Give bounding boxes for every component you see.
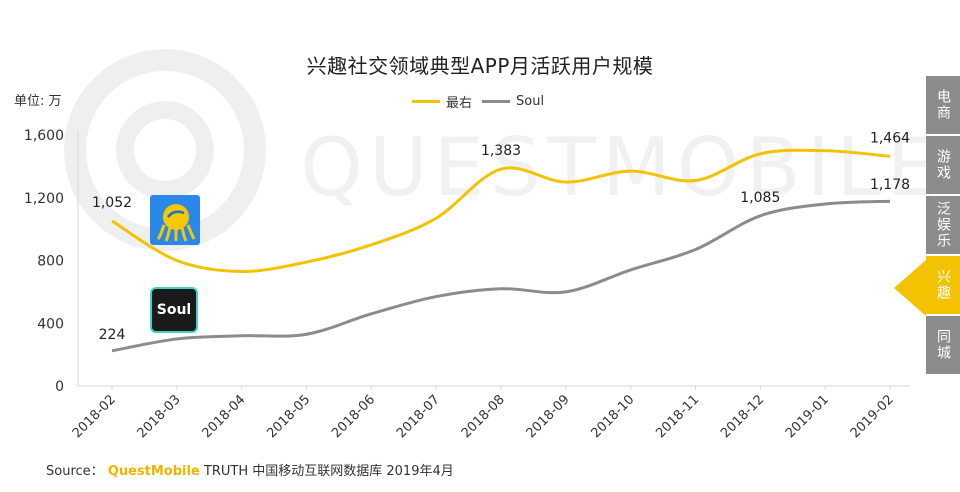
x-tick-label: 2018-06 bbox=[329, 392, 378, 441]
watermark-text: QUESTMOBILE bbox=[300, 121, 943, 214]
tab-entertainment[interactable]: 泛娱乐 bbox=[926, 196, 960, 254]
legend-item-soul: Soul bbox=[482, 94, 544, 109]
source-brand: QuestMobile bbox=[107, 464, 200, 479]
data-label-zuiyou: 1,464 bbox=[870, 130, 910, 146]
legend-swatch-soul bbox=[482, 100, 511, 103]
data-label-soul: 1,085 bbox=[740, 190, 780, 206]
data-label-soul: 1,178 bbox=[870, 177, 910, 193]
x-tick-label: 2018-09 bbox=[524, 392, 573, 441]
y-tick-label: 0 bbox=[55, 379, 64, 395]
data-label-zuiyou: 1,052 bbox=[92, 195, 132, 211]
soul-logo-text: Soul bbox=[156, 302, 192, 318]
tab-ecommerce[interactable]: 电商 bbox=[926, 76, 960, 134]
y-tick-label: 800 bbox=[37, 254, 64, 270]
source-rest: TRUTH 中国移动互联网数据库 2019年4月 bbox=[203, 464, 454, 479]
y-tick-label: 1,600 bbox=[24, 128, 64, 144]
y-tick-label: 1,200 bbox=[24, 191, 64, 207]
x-tick-label: 2018-07 bbox=[394, 392, 443, 441]
tab-local[interactable]: 同城 bbox=[926, 316, 960, 374]
soul-app-icon: Soul bbox=[150, 287, 198, 333]
chart-title: 兴趣社交领域典型APP月活跃用户规模 bbox=[306, 54, 654, 78]
legend: 最右 Soul bbox=[412, 92, 544, 111]
legend-item-zuiyou: 最右 bbox=[412, 92, 472, 111]
x-tick-label: 2018-03 bbox=[135, 392, 184, 441]
series-line-soul bbox=[111, 199, 891, 353]
source-line: Source： QuestMobile TRUTH 中国移动互联网数据库 201… bbox=[46, 460, 454, 479]
x-tick-label: 2018-02 bbox=[70, 392, 119, 441]
tab-interest[interactable]: 兴趣 bbox=[926, 256, 960, 314]
x-tick-label: 2018-11 bbox=[653, 392, 702, 441]
legend-label-zuiyou: 最右 bbox=[446, 96, 473, 111]
source-prefix: Source： bbox=[46, 464, 104, 479]
unit-label: 单位: 万 bbox=[14, 94, 62, 109]
x-tick-label: 2018-04 bbox=[199, 392, 248, 441]
zuiyou-logo-icon bbox=[156, 204, 196, 242]
x-tick-label: 2018-10 bbox=[588, 392, 637, 441]
active-tab-pointer bbox=[894, 260, 926, 316]
x-tick-label: 2019-01 bbox=[783, 392, 832, 441]
tab-games[interactable]: 游戏 bbox=[926, 136, 960, 194]
legend-swatch-zuiyou bbox=[412, 100, 440, 103]
data-label-zuiyou: 1,383 bbox=[481, 143, 521, 159]
data-label-soul: 224 bbox=[99, 327, 126, 343]
y-tick-label: 400 bbox=[37, 316, 64, 332]
x-tick-label: 2018-08 bbox=[459, 392, 508, 441]
x-tick-label: 2019-02 bbox=[848, 392, 897, 441]
zuiyou-app-icon bbox=[150, 195, 200, 245]
x-tick-label: 2018-12 bbox=[718, 392, 767, 441]
side-tabs: 电商 游戏 泛娱乐 兴趣 同城 bbox=[926, 76, 960, 376]
legend-label-soul: Soul bbox=[516, 94, 545, 109]
x-tick-label: 2018-05 bbox=[264, 392, 313, 441]
